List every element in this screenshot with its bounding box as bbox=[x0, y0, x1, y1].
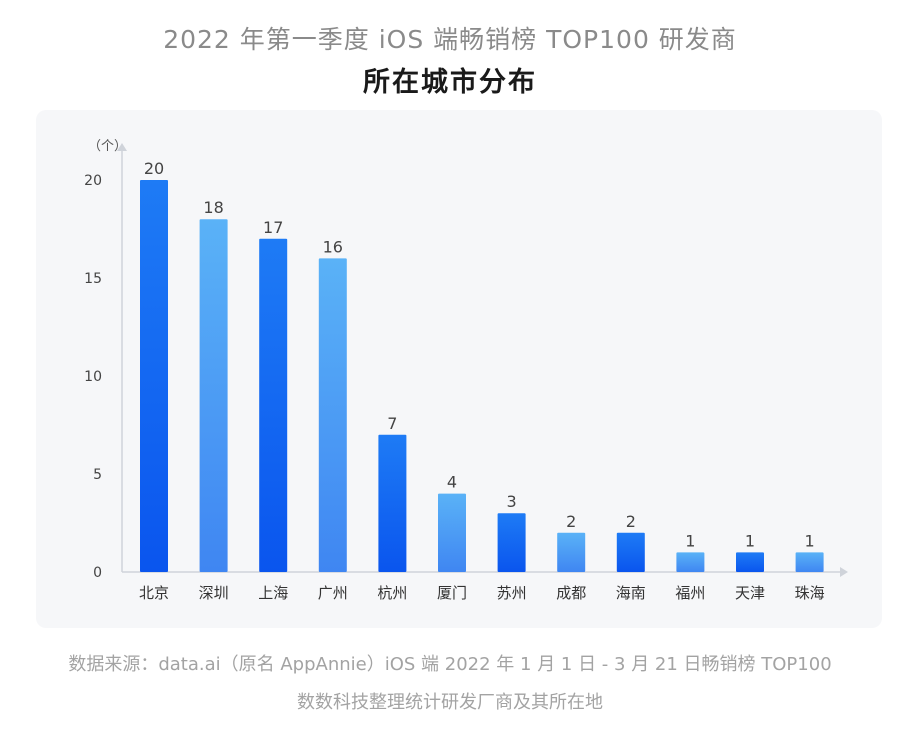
data-label: 17 bbox=[263, 218, 283, 237]
bar bbox=[676, 552, 705, 572]
data-label: 7 bbox=[387, 414, 397, 433]
bar bbox=[497, 513, 526, 572]
bar bbox=[616, 532, 645, 572]
source-note-2: 数数科技整理统计研发厂商及其所在地 bbox=[297, 692, 603, 713]
data-label: 2 bbox=[566, 512, 576, 531]
x-tick-label: 海南 bbox=[616, 584, 646, 602]
x-tick-label: 福州 bbox=[675, 584, 705, 602]
y-tick-label: 0 bbox=[93, 565, 102, 581]
chart-subtitle: 所在城市分布 bbox=[363, 67, 537, 98]
bar bbox=[318, 258, 347, 572]
x-tick-label: 天津 bbox=[735, 584, 765, 602]
data-label: 4 bbox=[447, 473, 457, 492]
bar bbox=[438, 493, 466, 572]
x-axis-arrow bbox=[840, 567, 848, 577]
y-axis-arrow bbox=[117, 143, 127, 151]
y-tick-label: 15 bbox=[84, 271, 102, 287]
chart-title: 2022 年第一季度 iOS 端畅销榜 TOP100 研发商 bbox=[163, 25, 737, 54]
x-tick-label: 深圳 bbox=[199, 584, 229, 602]
bar bbox=[736, 552, 764, 572]
y-tick-label: 5 bbox=[93, 467, 102, 483]
x-tick-label: 厦门 bbox=[437, 584, 467, 602]
x-tick-label: 杭州 bbox=[377, 584, 407, 602]
bar bbox=[795, 552, 824, 572]
data-label: 20 bbox=[144, 159, 164, 178]
bar bbox=[199, 219, 228, 572]
data-label: 3 bbox=[507, 492, 517, 511]
y-tick-label: 10 bbox=[84, 369, 102, 385]
y-tick-label: 20 bbox=[84, 173, 102, 189]
data-label: 18 bbox=[203, 198, 223, 217]
bar bbox=[259, 238, 288, 573]
x-tick-label: 苏州 bbox=[497, 584, 527, 602]
data-label: 1 bbox=[805, 531, 815, 550]
x-tick-label: 广州 bbox=[318, 584, 348, 602]
x-tick-label: 珠海 bbox=[795, 584, 825, 602]
x-tick-label: 成都 bbox=[556, 584, 586, 602]
x-tick-label: 上海 bbox=[258, 584, 288, 602]
bar bbox=[378, 434, 407, 572]
bar bbox=[140, 180, 168, 572]
y-axis-label: （个） bbox=[88, 139, 127, 154]
data-label: 2 bbox=[626, 512, 636, 531]
x-tick-label: 北京 bbox=[139, 584, 169, 602]
data-label: 16 bbox=[323, 237, 343, 256]
source-note: 数据来源：data.ai（原名 AppAnnie）iOS 端 2022 年 1 … bbox=[68, 654, 832, 675]
bar bbox=[557, 532, 586, 572]
data-label: 1 bbox=[685, 531, 695, 550]
data-label: 1 bbox=[745, 531, 755, 550]
